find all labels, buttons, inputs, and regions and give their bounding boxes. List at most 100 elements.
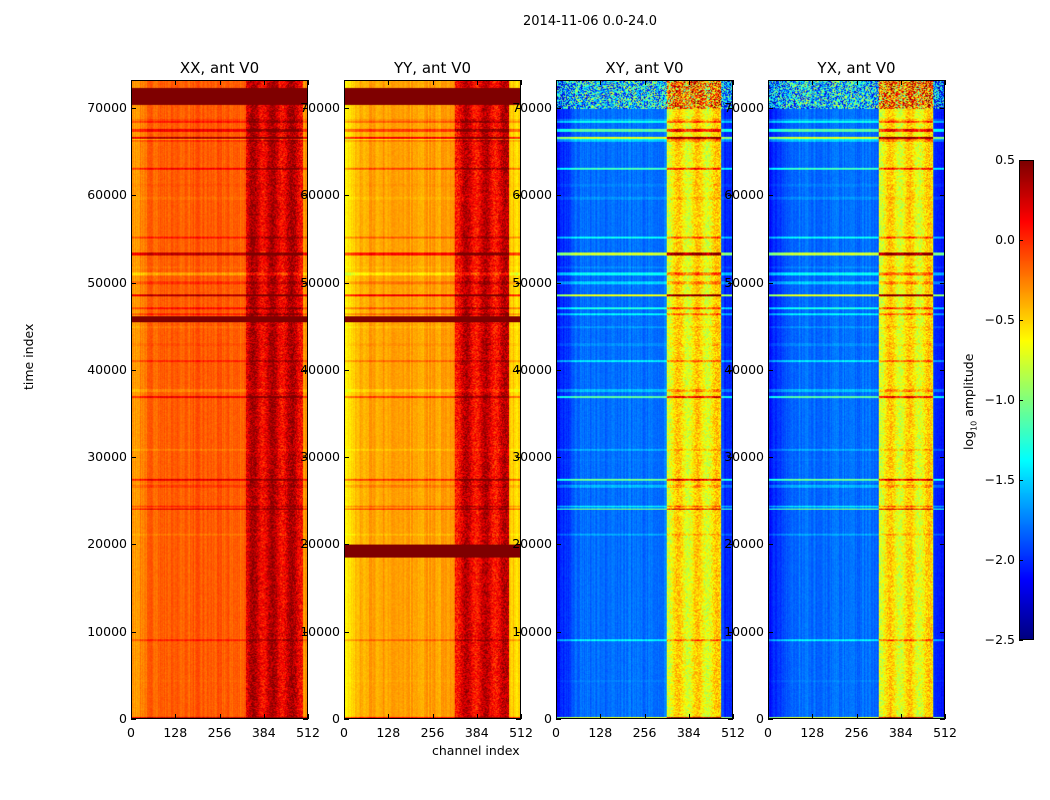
y-tick-mark [728,719,733,720]
y-tick-mark [728,369,733,371]
y-tick-mark [556,107,561,109]
x-tick-label: 512 [721,725,745,740]
y-tick-mark [516,282,521,284]
y-tick-mark [940,369,945,371]
y-tick-mark [344,282,349,284]
heatmap-panel-1 [131,80,308,719]
y-tick-mark [768,631,773,633]
y-tick-mark [131,107,136,109]
y-tick-mark [768,195,773,197]
x-tick-label: 256 [420,725,445,740]
x-tick-mark [263,80,265,85]
y-tick-mark [556,544,561,546]
x-tick-mark [308,80,309,85]
y-tick-mark [344,631,349,633]
x-tick-mark [900,714,902,719]
y-tick-label: 70000 [512,99,552,115]
y-tick-label: 40000 [512,361,552,377]
x-tick-mark [644,80,646,85]
x-tick-mark [219,714,221,719]
x-tick-label: 128 [588,725,613,740]
x-tick-mark [600,80,602,85]
x-tick-mark [812,80,814,85]
y-tick-mark [131,457,136,459]
y-tick-label: 10000 [724,623,764,639]
x-tick-mark [388,80,390,85]
heatmap-panel-2 [344,80,521,719]
colorbar-tick-label: −2.0 [984,552,1015,567]
y-tick-label: 0 [119,711,127,726]
y-tick-mark [768,544,773,546]
y-tick-label: 10000 [87,623,127,639]
y-tick-mark [768,457,773,459]
y-tick-mark [303,719,308,720]
y-tick-mark [940,457,945,459]
x-tick-label: 512 [296,725,320,740]
x-tick-label: 384 [676,725,701,740]
y-tick-mark [303,369,308,371]
y-tick-mark [303,107,308,109]
y-tick-mark [344,195,349,197]
y-tick-mark [940,195,945,197]
x-tick-mark [856,80,858,85]
x-tick-mark [175,80,177,85]
y-tick-mark [516,544,521,546]
y-tick-label: 40000 [300,361,340,377]
x-tick-label: 256 [207,725,232,740]
x-tick-label: 256 [632,725,657,740]
y-tick-mark [768,719,773,720]
figure-title: 2014-11-06 0.0-24.0 [523,14,657,29]
y-tick-mark [728,195,733,197]
y-tick-label: 50000 [300,274,340,290]
y-tick-label: 30000 [512,449,552,465]
colorbar-tick-label: 0.0 [995,232,1015,247]
y-tick-label: 0 [332,711,340,726]
x-tick-mark [644,714,646,719]
colorbar-tick-label: 0.5 [995,152,1015,167]
y-tick-mark [516,195,521,197]
x-tick-label: 384 [888,725,913,740]
y-tick-mark [303,631,308,633]
x-tick-mark [219,80,221,85]
x-tick-label: 0 [340,725,348,740]
y-tick-mark [556,457,561,459]
colorbar-tick-mark [1019,160,1023,161]
x-tick-mark [131,80,132,85]
x-tick-mark [521,714,522,719]
colorbar-tick-mark [1019,640,1023,641]
x-tick-mark [945,714,946,719]
y-tick-mark [344,457,349,459]
x-tick-mark [263,714,265,719]
panel-title: YX, ant V0 [817,59,896,77]
y-tick-mark [344,719,349,720]
y-tick-mark [131,544,136,546]
y-tick-label: 20000 [512,536,552,552]
panel-title: XX, ant V0 [179,59,260,77]
colorbar-tick-label: −1.0 [984,392,1015,407]
y-tick-mark [303,195,308,197]
x-tick-label: 128 [800,725,825,740]
y-tick-mark [516,719,521,720]
colorbar-tick-mark [1019,480,1023,481]
y-tick-mark [940,282,945,284]
y-tick-mark [768,282,773,284]
y-tick-label: 70000 [87,99,127,115]
heatmap-image [345,81,520,718]
x-tick-mark [600,714,602,719]
y-tick-label: 30000 [300,449,340,465]
y-tick-label: 30000 [87,449,127,465]
colorbar-label: log10 amplitude [961,353,979,450]
x-tick-label: 384 [464,725,489,740]
x-tick-mark [432,714,434,719]
y-tick-mark [556,719,561,720]
x-axis-label: channel index [432,743,520,758]
y-tick-mark [344,107,349,109]
heatmap-image [132,81,307,718]
y-tick-mark [728,282,733,284]
x-tick-mark [768,80,769,85]
colorbar-tick-mark [1019,240,1023,241]
x-tick-mark [476,714,478,719]
x-tick-mark [556,80,557,85]
y-tick-label: 40000 [724,361,764,377]
y-tick-mark [728,631,733,633]
